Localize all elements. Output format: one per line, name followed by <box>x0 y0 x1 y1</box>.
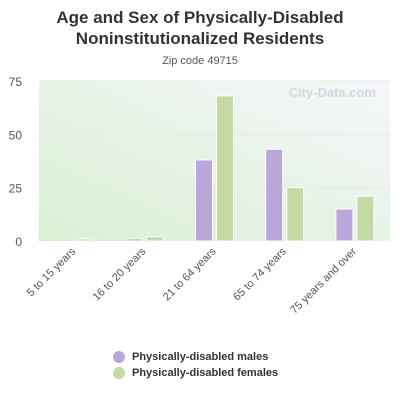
y-tick-label: 0 <box>15 235 22 249</box>
chart-title: Age and Sex of Physically-Disabled Nonin… <box>56 8 344 48</box>
y-tick-label: 25 <box>9 182 23 196</box>
bar-males <box>335 208 354 242</box>
legend-swatch-females <box>113 367 125 379</box>
legend-label-males: Physically-disabled males <box>132 351 269 363</box>
x-tick-label: 5 to 15 years <box>25 245 79 299</box>
y-tick-label: 50 <box>9 128 23 142</box>
bar-females <box>75 238 94 242</box>
x-tick-label: 65 to 74 years <box>231 245 289 303</box>
bar-males <box>195 159 213 242</box>
watermark: City-Data.com <box>289 85 376 100</box>
chart-subtitle: Zip code 49715 <box>162 55 238 67</box>
bar-males <box>265 148 284 242</box>
legend-label-females: Physically-disabled females <box>132 367 279 379</box>
legend-item-males: Physically-disabled males <box>113 349 278 365</box>
plot-background <box>39 81 390 241</box>
x-tick-label: 21 to 64 years <box>161 245 219 303</box>
bar-females <box>286 187 305 242</box>
x-tick-label: 16 to 20 years <box>91 245 149 303</box>
bar-females <box>356 195 375 242</box>
legend-swatch-males <box>113 351 125 363</box>
y-tick-label: 75 <box>9 75 23 89</box>
bar-females <box>145 236 164 242</box>
bar-males <box>124 238 143 242</box>
bar-females <box>216 95 234 242</box>
legend-item-females: Physically-disabled females <box>113 365 278 381</box>
x-tick-label: 75 years and over <box>288 245 359 316</box>
legend: Physically-disabled males Physically-dis… <box>113 349 278 381</box>
